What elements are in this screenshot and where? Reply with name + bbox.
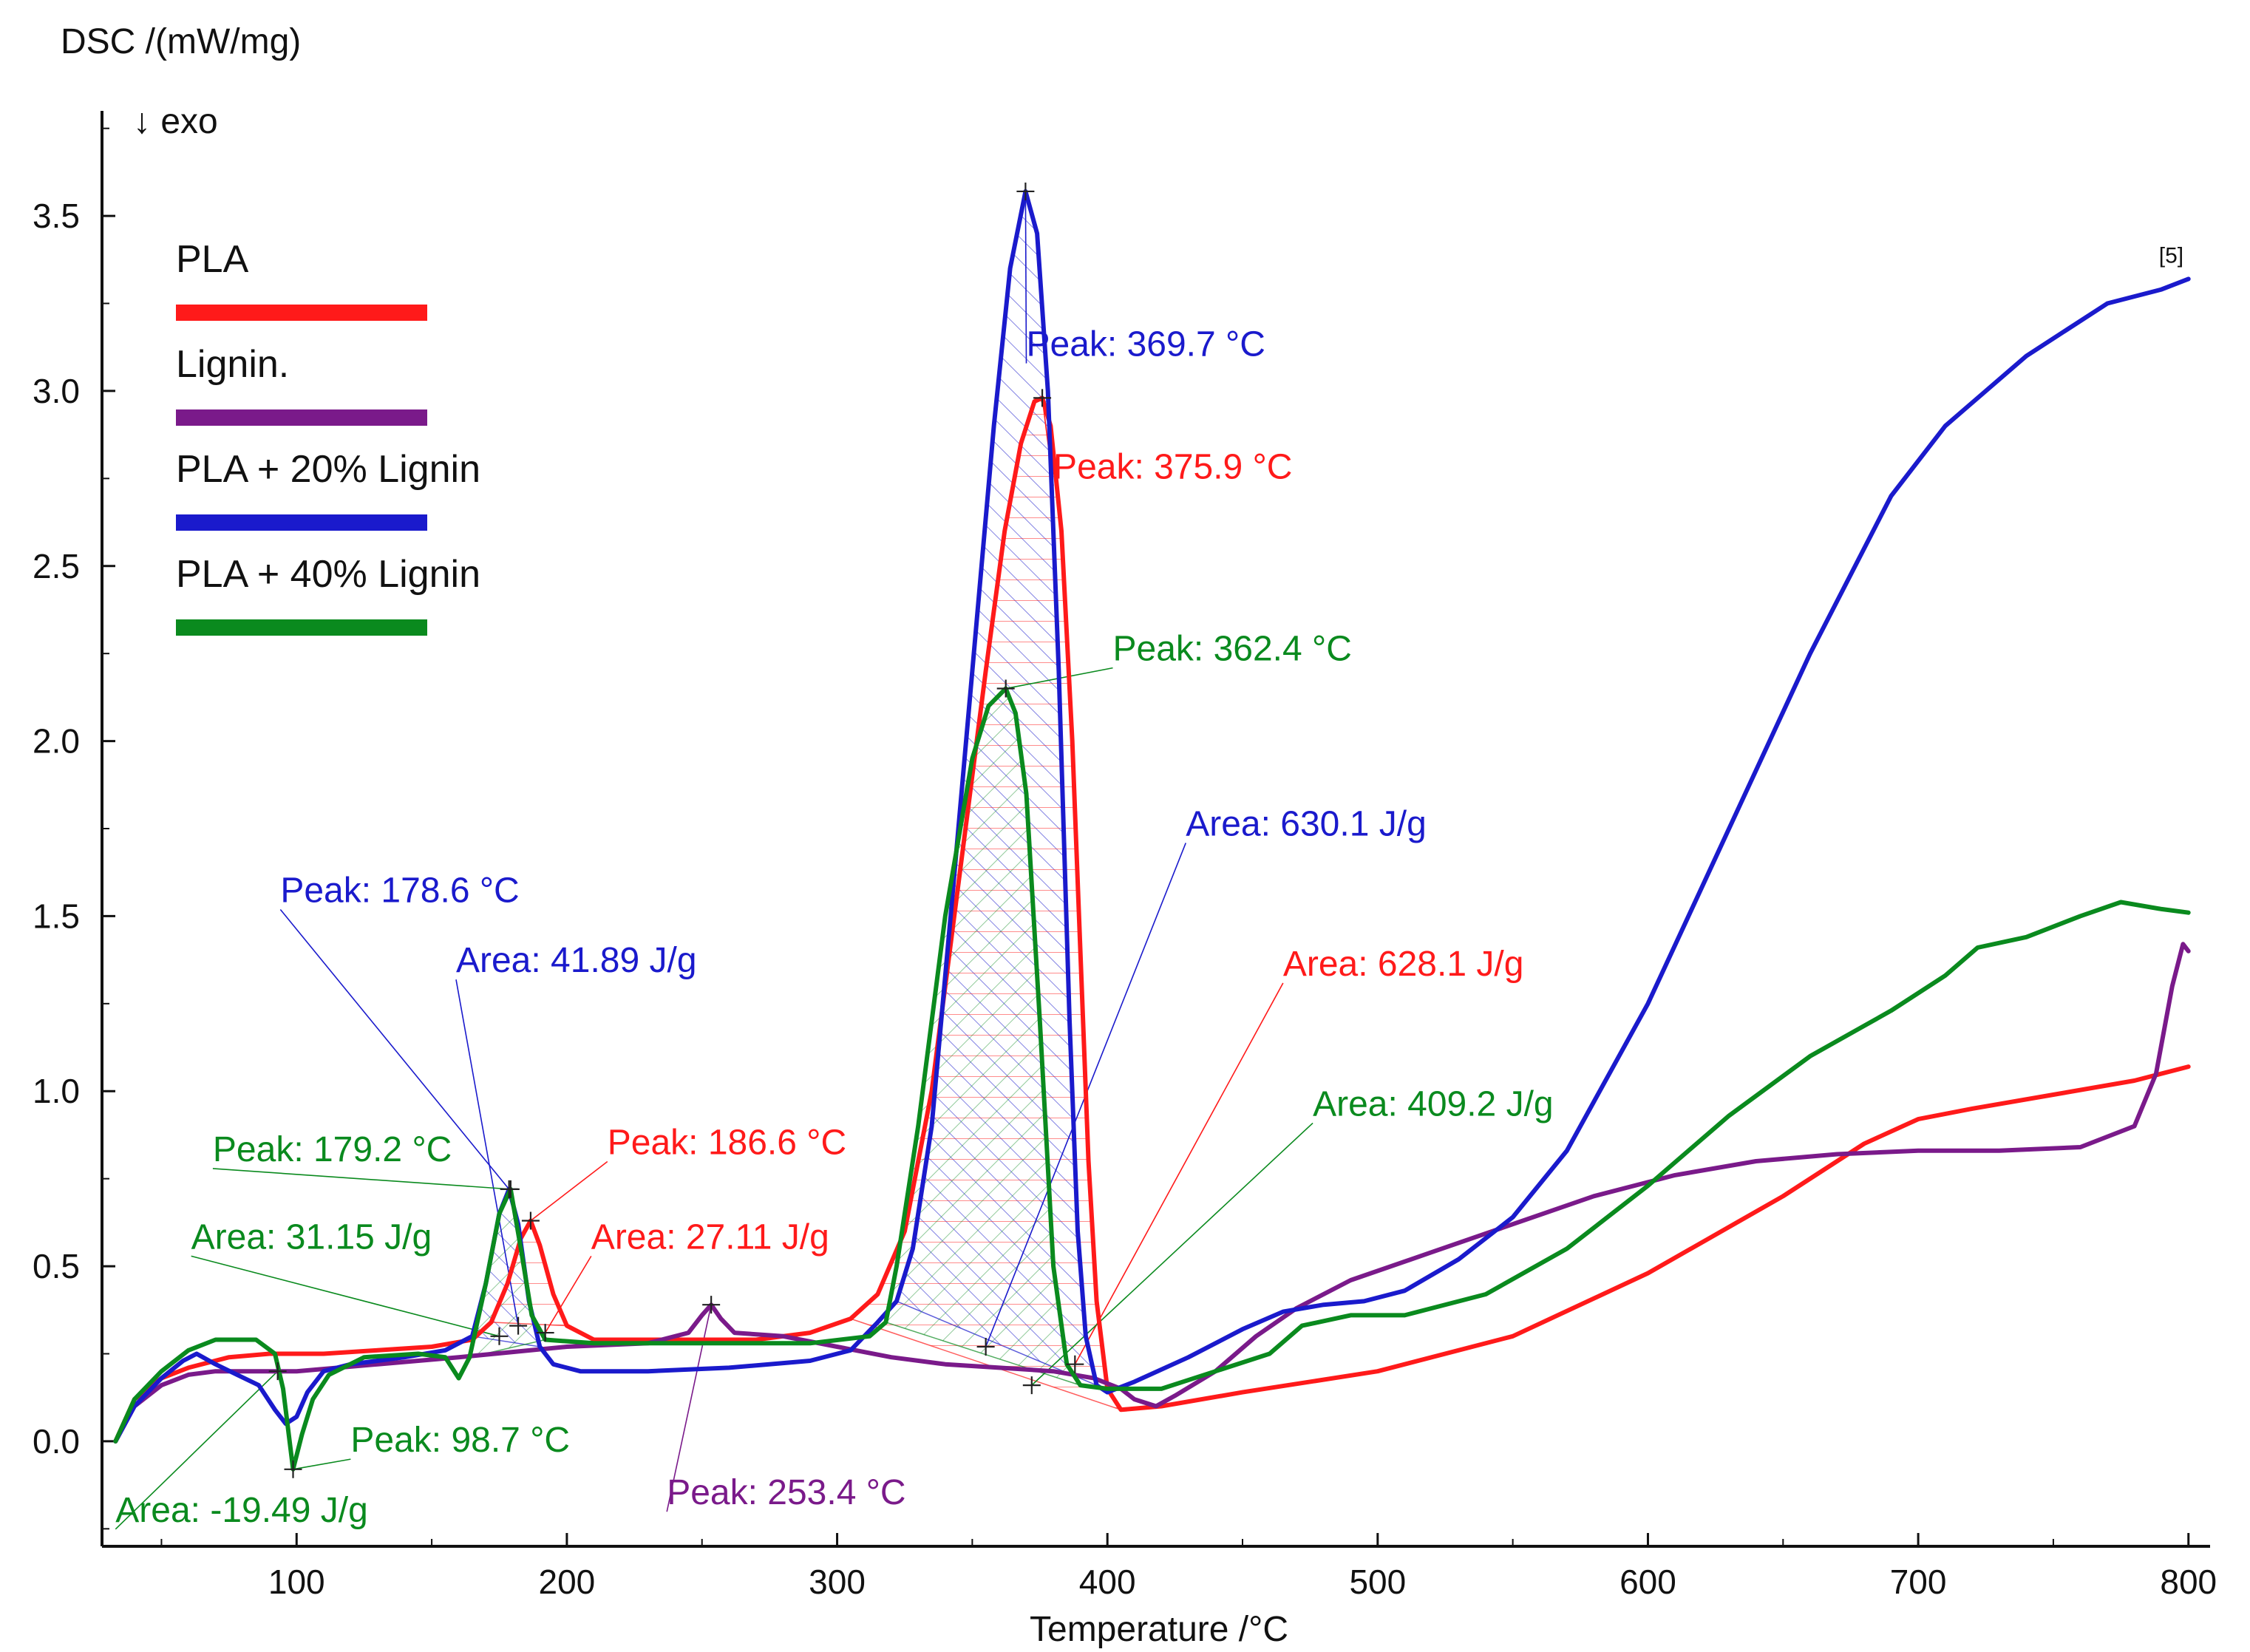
y-tick-label: 2.5 — [33, 547, 80, 585]
annotation-label: Peak: 362.4 °C — [1112, 630, 1351, 669]
x-tick-label: 800 — [2160, 1563, 2217, 1601]
annotation-leader — [279, 908, 510, 1190]
x-tick-label: 300 — [809, 1563, 866, 1601]
y-tick-label: 1.5 — [33, 897, 80, 935]
peak-cross-marker — [268, 1362, 287, 1381]
legend-swatch-pla-40-lignin — [176, 619, 427, 636]
x-tick-label: 100 — [268, 1563, 325, 1601]
legend-swatch-pla-20-lignin — [176, 514, 427, 531]
annotation-labels: Peak: 369.7 °C Peak: 375.9 °C Peak: 362.4 … — [115, 325, 1553, 1530]
peak-markers — [268, 182, 1084, 1478]
peak-cross-marker — [1022, 1376, 1041, 1395]
annotation-leader — [1031, 1122, 1313, 1386]
axis-ticks: 100 200 300 400 500 600 700 800 0.0 0.5 1.0 1.5 2.0 2… — [33, 127, 2217, 1601]
annotation-label: Peak: 98.7 °C — [350, 1421, 570, 1460]
annotation-label: Area: 630.1 J/g — [1186, 804, 1427, 843]
annotation-leader — [191, 1255, 500, 1337]
annotation-label: Area: 628.1 J/g — [1283, 945, 1524, 984]
annotation-label: Area: 41.89 J/g — [456, 941, 697, 980]
annotation-label: Area: 409.2 J/g — [1313, 1084, 1554, 1124]
peak-area-fill-pla-40-lignin — [469, 1189, 545, 1358]
x-axis-title: Temperature /°C — [1030, 1610, 1288, 1648]
annotation-leader — [455, 979, 519, 1326]
y-tick-label: 3.0 — [33, 372, 80, 410]
peak-cross-marker — [1033, 389, 1052, 407]
annotation-leader — [293, 1458, 351, 1470]
peak-area-fills — [469, 191, 1121, 1410]
peak-cross-marker — [1016, 182, 1035, 200]
annotation-label: Peak: 253.4 °C — [667, 1473, 905, 1512]
x-tick-label: 500 — [1349, 1563, 1406, 1601]
x-tick-label: 200 — [539, 1563, 596, 1601]
annotation-leader — [212, 1168, 511, 1190]
legend-label-lignin: Lignin. — [176, 343, 289, 386]
series-line-pla-20-lignin — [113, 188, 2191, 1444]
y-tick-label: 1.0 — [33, 1072, 80, 1110]
peak-cross-marker — [284, 1460, 302, 1478]
legend: PLA Lignin. PLA + 20% Lignin PLA + 40% Lign… — [176, 238, 480, 636]
annotation-leader — [1024, 191, 1027, 364]
y-tick-label: 2.0 — [33, 722, 80, 761]
annotation-label: Peak: 369.7 °C — [1026, 325, 1265, 364]
x-tick-label: 600 — [1619, 1563, 1676, 1601]
peak-area-fill-pla-40-lignin — [886, 688, 1081, 1386]
peak-cross-marker — [996, 679, 1015, 698]
x-tick-label: 400 — [1079, 1563, 1136, 1601]
annotation-leader-lines — [115, 191, 1313, 1530]
peak-cross-marker — [509, 1316, 528, 1335]
annotation-leader — [1074, 982, 1284, 1365]
series-line-pla — [113, 395, 2191, 1444]
series-line-lignin — [113, 942, 2191, 1444]
peak-cross-marker — [521, 1211, 540, 1230]
peak-cross-marker — [490, 1327, 509, 1345]
annotation-leader — [544, 1255, 592, 1333]
annotation-label: Area: 31.15 J/g — [191, 1217, 432, 1257]
peak-cross-marker — [1066, 1355, 1084, 1373]
peak-cross-marker — [702, 1296, 721, 1314]
peak-cross-marker — [536, 1324, 554, 1342]
y-tick-label: 0.5 — [33, 1247, 80, 1285]
legend-swatch-lignin — [176, 409, 427, 426]
legend-swatch-pla — [176, 305, 427, 321]
annotation-label: Peak: 375.9 °C — [1053, 447, 1292, 486]
legend-label-pla-40-lignin: PLA + 40% Lignin — [176, 553, 480, 596]
annotation-leader — [530, 1160, 608, 1222]
curve-end-marker: [5] — [2159, 243, 2183, 268]
annotation-label: Area: -19.49 J/g — [115, 1491, 368, 1530]
peak-baseline — [850, 1318, 1121, 1410]
annotation-label: Peak: 178.6 °C — [280, 871, 519, 910]
exo-direction-label: ↓ exo — [133, 102, 218, 141]
y-axis-title: DSC /(mW/mg) — [61, 22, 301, 61]
peak-cross-marker — [976, 1338, 995, 1356]
annotation-leader — [115, 1370, 279, 1530]
peak-baseline — [886, 1322, 1081, 1386]
y-tick-label: 0.0 — [33, 1422, 80, 1461]
annotation-label: Area: 27.11 J/g — [591, 1217, 829, 1257]
peak-cross-marker — [501, 1180, 520, 1198]
annotation-label: Peak: 186.6 °C — [608, 1124, 846, 1163]
legend-label-pla: PLA — [176, 238, 249, 281]
annotation-label: Peak: 179.2 °C — [213, 1130, 452, 1169]
x-tick-label: 700 — [1890, 1563, 1947, 1601]
data-series — [113, 188, 2191, 1472]
series-line-pla-40-lignin — [113, 686, 2191, 1472]
legend-label-pla-20-lignin: PLA + 20% Lignin — [176, 448, 480, 491]
y-tick-label: 3.5 — [33, 197, 80, 235]
